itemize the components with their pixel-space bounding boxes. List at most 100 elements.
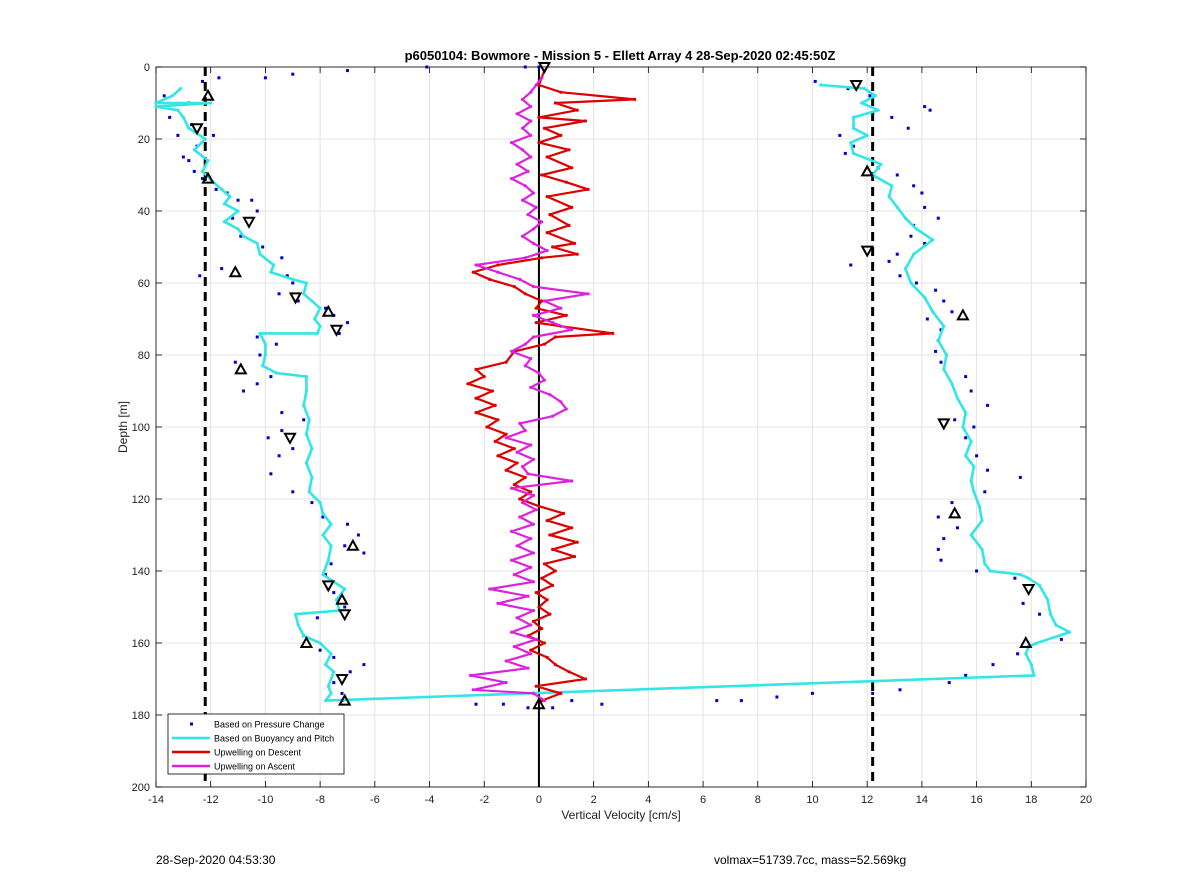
series-buoyancy-pitch-point (873, 94, 877, 98)
series-upwelling-ascent-point (523, 342, 527, 346)
pressure-change-point (1038, 612, 1041, 616)
series-buoyancy-pitch-point (972, 465, 976, 469)
series-upwelling-ascent-point (509, 529, 514, 534)
pressure-change-point (923, 205, 927, 209)
series-buoyancy-pitch-point (1037, 583, 1042, 588)
pressure-change-point (242, 389, 246, 393)
series-buoyancy-pitch-point (329, 691, 333, 696)
series-upwelling-descent-point (512, 285, 516, 289)
pressure-change-point (285, 274, 289, 278)
legend-label: Upwelling on Ascent (214, 762, 296, 772)
pressure-change-point (895, 252, 899, 256)
pressure-change-point (324, 573, 328, 577)
pressure-change-point (868, 94, 872, 98)
series-buoyancy-pitch-point (1046, 598, 1050, 602)
pressure-change-point (425, 65, 429, 69)
dive-marker (1019, 635, 1033, 648)
series-buoyancy-pitch-point (914, 227, 919, 231)
series-buoyancy-pitch-point (203, 137, 207, 141)
y-axis-label: Depth [m] (116, 401, 130, 453)
pressure-change-point (906, 126, 910, 130)
series-upwelling-ascent-point (523, 364, 527, 368)
series-upwelling-descent-point (553, 569, 557, 573)
series-upwelling-descent-point (537, 605, 541, 609)
series-buoyancy-pitch-point (909, 281, 913, 285)
series-upwelling-ascent-point (471, 688, 475, 692)
pressure-change-point (168, 115, 172, 119)
series-buoyancy-pitch-point (862, 87, 867, 91)
series-buoyancy-pitch-point (304, 432, 309, 436)
series-buoyancy-pitch-point (329, 522, 333, 526)
y-tick-label: 40 (138, 206, 150, 218)
pressure-change-point (214, 187, 218, 191)
series-upwelling-ascent-point (520, 148, 525, 152)
series-buoyancy-pitch-point (964, 454, 968, 458)
series-upwelling-descent-point (515, 461, 519, 465)
series-buoyancy-pitch-point (236, 209, 240, 213)
pressure-change-point (255, 209, 259, 213)
series-upwelling-ascent-point (526, 594, 530, 598)
pressure-change-point (291, 72, 295, 76)
series-buoyancy-pitch-point (912, 252, 916, 256)
pressure-change-point (345, 321, 349, 325)
series-buoyancy-pitch-point (329, 652, 333, 656)
dive-marker (242, 216, 256, 229)
series-buoyancy-pitch-point (302, 403, 306, 407)
pressure-change-point (934, 349, 938, 353)
series-upwelling-descent-point (567, 223, 571, 227)
series-buoyancy-pitch-point (936, 339, 940, 343)
x-tick-label: 6 (700, 794, 706, 806)
pressure-change-point (939, 558, 943, 562)
dive-marker (201, 88, 215, 101)
series-upwelling-ascent-point (512, 573, 516, 577)
series-upwelling-descent-point (493, 439, 497, 443)
pressure-change-point (986, 468, 990, 472)
series-buoyancy-pitch-point (255, 241, 259, 245)
series-upwelling-ascent-point (559, 306, 563, 310)
series-upwelling-descent-point (564, 180, 568, 184)
pressure-change-point (846, 87, 850, 91)
series-buoyancy-pitch-point (332, 670, 336, 674)
pressure-change-point (255, 335, 259, 339)
pressure-change-point (975, 454, 979, 458)
pressure-change-point (258, 353, 262, 357)
series-upwelling-descent-point (553, 335, 557, 339)
pressure-change-point (187, 159, 191, 163)
series-buoyancy-pitch-point (329, 544, 333, 548)
series-upwelling-descent-point (570, 166, 574, 170)
pressure-change-point (914, 281, 918, 285)
series-buoyancy-pitch-point (326, 684, 330, 688)
series-buoyancy-pitch-point (236, 227, 240, 231)
pressure-change-point (964, 375, 968, 379)
series-upwelling-descent-point (474, 367, 478, 371)
y-tick-label: 80 (138, 350, 150, 362)
series-buoyancy-pitch-point (1054, 623, 1058, 627)
series-buoyancy-pitch-point (200, 169, 205, 173)
dive-marker (860, 164, 874, 177)
series-buoyancy-pitch-point (228, 195, 232, 199)
series-upwelling-ascent-point (509, 141, 514, 145)
pressure-change-point (775, 695, 779, 699)
pressure-change-point (936, 547, 940, 551)
series-buoyancy-pitch-point (176, 108, 180, 112)
series-upwelling-ascent-point (520, 126, 525, 130)
series-upwelling-descent-point (572, 555, 577, 559)
series-buoyancy-pitch-point (969, 533, 973, 537)
series-buoyancy-pitch-point (154, 101, 158, 105)
legend-label: Based on Buoyancy and Pitch (214, 734, 334, 744)
pressure-change-point (192, 169, 196, 173)
x-tick-label: 12 (861, 794, 873, 806)
series-upwelling-descent-point (548, 612, 552, 616)
series-upwelling-descent-point (504, 360, 508, 364)
y-tick-label: 20 (138, 134, 150, 146)
series-upwelling-ascent-point (531, 335, 536, 339)
pressure-change-point (953, 418, 957, 422)
series-upwelling-descent-point (496, 418, 500, 422)
pressure-change-point (942, 299, 946, 303)
series-upwelling-ascent-point (504, 659, 508, 663)
x-tick-label: 10 (806, 794, 818, 806)
pressure-change-point (345, 69, 349, 73)
series-upwelling-ascent-point (531, 313, 536, 317)
series-buoyancy-pitch-point (222, 220, 226, 224)
series-buoyancy-pitch-point (304, 375, 309, 379)
